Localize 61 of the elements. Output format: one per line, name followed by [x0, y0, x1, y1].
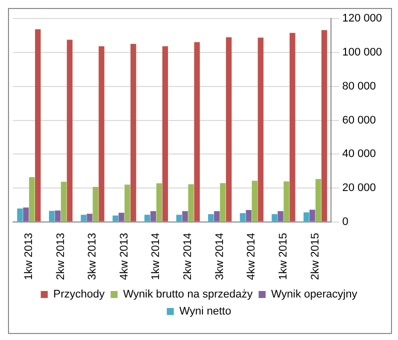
y-tick-label: 20 000: [342, 182, 376, 194]
legend-label: Przychody: [53, 288, 106, 301]
y-tick-label: 40 000: [342, 148, 376, 160]
bar: [284, 181, 290, 222]
x-tick-label: 4kw 2013: [118, 232, 130, 280]
y-tick-label: 80 000: [342, 80, 376, 92]
x-tick-label: 1kw 2015: [278, 232, 290, 280]
bar: [60, 182, 67, 222]
y-tick-label: 0: [342, 216, 348, 228]
bar: [176, 214, 182, 222]
bar: [304, 212, 310, 222]
x-tick-label: 2kw 2014: [182, 232, 194, 280]
bar: [112, 215, 118, 222]
legend-label: Wynik operacyjny: [271, 288, 358, 301]
bar: [214, 211, 220, 222]
bar: [226, 37, 232, 222]
bar: [240, 213, 246, 222]
bar: [144, 214, 150, 222]
bar: [80, 214, 86, 222]
y-tick-label: 120 000: [342, 12, 382, 25]
bar: [130, 44, 136, 222]
bar: [118, 212, 124, 222]
bar: [66, 40, 73, 222]
bar: [17, 208, 23, 222]
bar: [315, 179, 322, 222]
x-tick-label: 3kw 2013: [86, 232, 99, 280]
x-tick-label: 3kw 2014: [214, 232, 226, 280]
x-tick-label: 2kw 2015: [309, 232, 322, 280]
x-tick-label: 1kw 2013: [22, 232, 35, 280]
y-tick-label: 60 000: [342, 114, 376, 126]
bar: [272, 214, 278, 222]
bar: [194, 42, 200, 222]
bar: [290, 32, 296, 222]
x-tick-label: 1kw 2014: [150, 232, 162, 280]
bar: [124, 184, 130, 222]
bar: [29, 177, 35, 222]
bar: [54, 210, 61, 222]
bar: [278, 211, 284, 222]
bar: [182, 211, 188, 222]
bar: [246, 210, 252, 222]
bar: [188, 184, 194, 222]
bar: [150, 211, 156, 222]
bar: [220, 183, 226, 222]
bar: [98, 46, 104, 222]
x-tick-label: 4kw 2014: [246, 232, 258, 280]
legend-label: Wynik brutto na sprzedaży: [123, 288, 254, 301]
bar: [156, 183, 162, 222]
bar: [208, 214, 214, 222]
bar: [92, 186, 98, 222]
bar: [310, 210, 316, 222]
legend-label: Wyni netto: [179, 306, 232, 318]
bar: [35, 29, 41, 222]
x-tick-label: 2kw 2013: [54, 232, 67, 280]
bar: [321, 30, 328, 222]
bar: [48, 210, 55, 222]
y-tick-label: 100 000: [342, 46, 382, 59]
bar: [252, 180, 258, 222]
bar: [23, 208, 29, 222]
bar: [162, 46, 168, 222]
bar: [86, 214, 92, 222]
bar: [258, 38, 264, 222]
